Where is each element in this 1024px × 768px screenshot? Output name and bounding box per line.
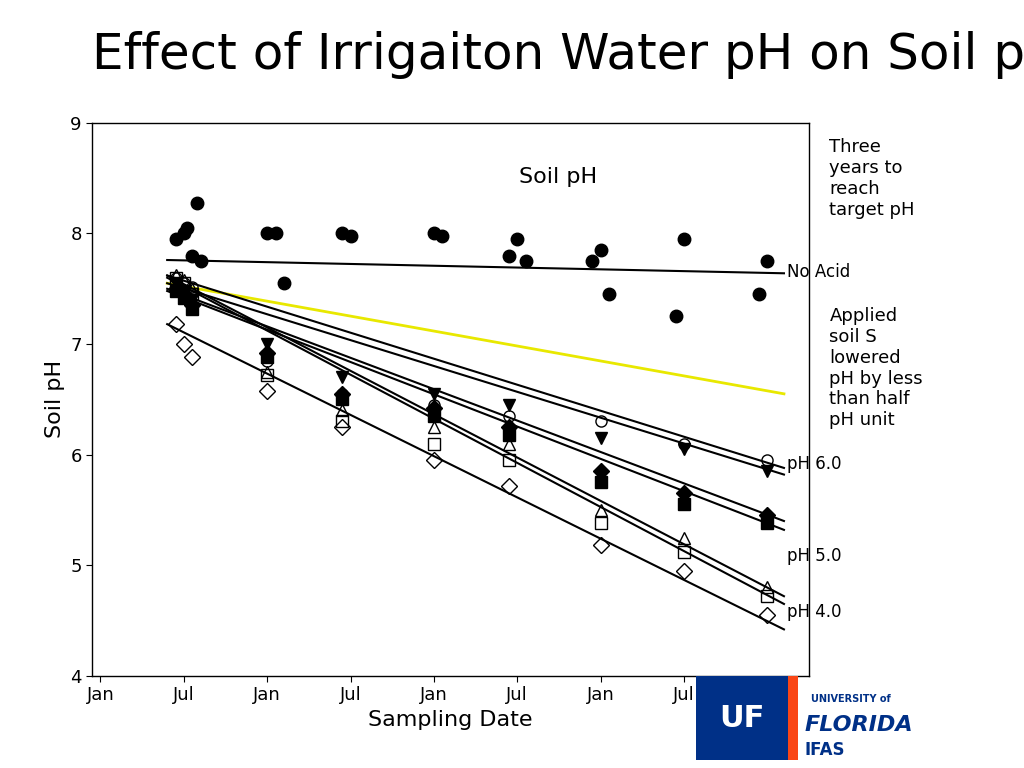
Text: pH 4.0: pH 4.0 [787, 603, 842, 621]
Text: FLORIDA: FLORIDA [805, 715, 913, 735]
Bar [788, 676, 798, 760]
Text: pH 5.0: pH 5.0 [787, 548, 842, 565]
Text: Soil pH: Soil pH [519, 167, 597, 187]
Y-axis label: Soil pH: Soil pH [45, 360, 65, 439]
Bar [696, 676, 788, 760]
Text: IFAS: IFAS [805, 741, 845, 760]
Text: UNIVERSITY of: UNIVERSITY of [811, 694, 891, 704]
Text: Three
years to
reach
target pH: Three years to reach target pH [829, 138, 914, 219]
X-axis label: Sampling Date: Sampling Date [369, 710, 532, 730]
Text: pH 6.0: pH 6.0 [787, 455, 842, 472]
Text: UF: UF [720, 703, 765, 733]
Text: Applied
soil S
lowered
pH by less
than half
pH unit: Applied soil S lowered pH by less than h… [829, 307, 923, 429]
Text: No Acid: No Acid [787, 263, 851, 281]
Text: Effect of Irrigaiton Water pH on Soil pH: Effect of Irrigaiton Water pH on Soil pH [92, 31, 1024, 79]
